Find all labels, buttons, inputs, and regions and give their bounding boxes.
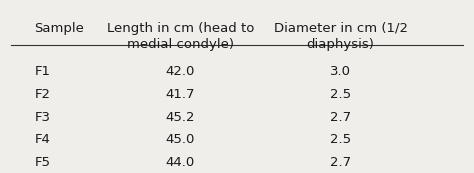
Text: 2.5: 2.5	[330, 133, 351, 146]
Text: Sample: Sample	[35, 21, 84, 35]
Text: F3: F3	[35, 111, 50, 124]
Text: Diameter in cm (1/2
diaphysis): Diameter in cm (1/2 diaphysis)	[273, 21, 408, 51]
Text: F1: F1	[35, 65, 50, 78]
Text: 2.7: 2.7	[330, 111, 351, 124]
Text: 42.0: 42.0	[166, 65, 195, 78]
Text: F5: F5	[35, 156, 50, 169]
Text: 45.2: 45.2	[166, 111, 195, 124]
Text: 45.0: 45.0	[166, 133, 195, 146]
Text: 2.7: 2.7	[330, 156, 351, 169]
Text: Length in cm (head to
medial condyle): Length in cm (head to medial condyle)	[107, 21, 254, 51]
Text: 41.7: 41.7	[166, 88, 195, 101]
Text: F2: F2	[35, 88, 50, 101]
Text: 2.5: 2.5	[330, 88, 351, 101]
Text: 44.0: 44.0	[166, 156, 195, 169]
Text: 3.0: 3.0	[330, 65, 351, 78]
Text: F4: F4	[35, 133, 50, 146]
